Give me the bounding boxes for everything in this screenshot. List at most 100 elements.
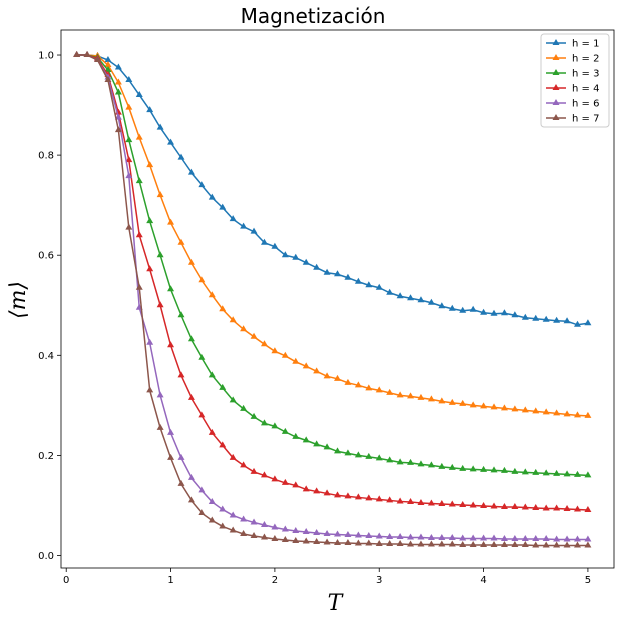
data-point-marker <box>553 316 561 323</box>
y-tick-label: 0.2 <box>38 451 54 462</box>
data-point-marker <box>459 500 467 507</box>
data-point-marker <box>427 499 435 506</box>
data-point-marker <box>281 525 289 532</box>
data-point-marker <box>574 541 581 548</box>
data-point-marker <box>396 391 404 398</box>
data-point-marker <box>323 443 331 450</box>
data-point-marker <box>396 458 404 465</box>
data-point-marker <box>407 533 415 540</box>
data-point-marker <box>250 518 258 525</box>
data-point-marker <box>219 305 227 312</box>
data-point-marker <box>354 381 362 388</box>
data-point-marker <box>208 516 216 523</box>
data-point-marker <box>386 456 394 463</box>
data-point-marker <box>323 372 331 379</box>
y-tick-label: 1.0 <box>38 51 54 62</box>
data-point-marker <box>584 535 592 542</box>
data-point-marker <box>407 497 415 504</box>
data-point-marker <box>480 465 488 472</box>
data-point-marker <box>563 535 571 542</box>
data-point-marker <box>177 153 185 160</box>
data-point-marker <box>469 540 477 547</box>
data-point-marker <box>490 540 498 547</box>
data-point-marker <box>219 522 227 529</box>
data-point-marker <box>365 494 373 501</box>
data-point-marker <box>281 251 289 258</box>
data-point-marker <box>292 432 300 439</box>
data-point-marker <box>240 404 248 411</box>
data-point-marker <box>250 227 258 234</box>
data-point-marker <box>438 462 446 469</box>
data-point-marker <box>260 419 268 426</box>
data-point-marker <box>521 503 529 510</box>
data-point-marker <box>260 533 268 540</box>
data-point-marker <box>459 534 467 541</box>
data-point-marker <box>83 51 91 58</box>
data-point-marker <box>574 535 581 542</box>
y-axis: 0.0 0.2 0.4 0.6 0.8 1.0 <box>38 51 61 562</box>
data-point-marker <box>553 409 561 416</box>
data-point-marker <box>219 441 227 448</box>
data-point-marker <box>334 491 341 498</box>
data-point-marker <box>281 535 289 542</box>
data-point-marker <box>480 501 488 508</box>
data-point-marker <box>250 332 258 339</box>
data-point-marker <box>521 468 529 475</box>
data-point-marker <box>459 306 467 313</box>
data-point-marker <box>427 395 435 402</box>
data-point-marker <box>208 428 216 435</box>
data-point-marker <box>574 320 581 327</box>
data-point-marker <box>146 161 154 168</box>
data-point-marker <box>438 540 446 547</box>
data-point-marker <box>386 532 394 539</box>
data-point-marker <box>542 504 550 511</box>
data-point-marker <box>302 362 310 369</box>
data-point-marker <box>302 485 310 492</box>
data-point-marker <box>396 292 404 299</box>
data-point-marker <box>187 473 195 480</box>
data-point-marker <box>135 283 143 290</box>
data-point-marker <box>177 311 185 318</box>
data-point-marker <box>73 51 81 58</box>
data-point-marker <box>219 505 227 512</box>
data-point-marker <box>313 487 321 494</box>
data-point-marker <box>156 123 164 130</box>
data-point-marker <box>532 503 540 510</box>
data-point-marker <box>219 203 227 210</box>
data-point-marker <box>417 540 425 547</box>
x-tick-label: 3 <box>376 575 382 586</box>
data-point-marker <box>365 384 373 391</box>
data-point-marker <box>448 304 456 311</box>
data-point-marker <box>354 277 362 284</box>
data-point-marker <box>396 497 404 504</box>
data-point-marker <box>375 539 383 546</box>
data-point-marker <box>281 427 289 434</box>
data-point-marker <box>240 461 248 468</box>
data-point-marker <box>177 479 185 486</box>
data-point-marker <box>365 539 373 546</box>
data-point-marker <box>490 403 498 410</box>
data-point-marker <box>521 540 529 547</box>
data-point-marker <box>584 471 592 478</box>
data-point-marker <box>135 133 143 140</box>
series-layer <box>73 51 592 548</box>
legend-marker <box>552 114 560 120</box>
data-point-marker <box>500 466 508 473</box>
data-point-marker <box>490 309 498 316</box>
data-point-marker <box>313 440 321 447</box>
data-point-marker <box>521 534 529 541</box>
data-point-marker <box>427 533 435 540</box>
data-point-marker <box>386 388 394 395</box>
data-point-marker <box>500 502 508 509</box>
data-point-marker <box>427 540 435 547</box>
data-point-marker <box>584 411 592 418</box>
data-point-marker <box>448 533 456 540</box>
data-point-marker <box>125 223 133 230</box>
data-point-marker <box>354 451 362 458</box>
data-point-marker <box>125 103 133 110</box>
data-point-marker <box>292 253 300 260</box>
data-point-marker <box>104 66 112 73</box>
data-point-marker <box>135 177 143 184</box>
data-point-marker <box>344 449 352 456</box>
